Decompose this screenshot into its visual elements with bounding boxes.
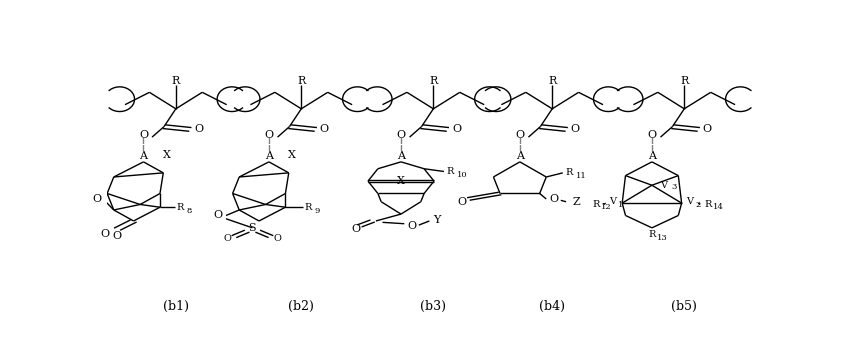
Text: V: V	[609, 197, 616, 206]
Text: R: R	[297, 76, 305, 86]
Text: O: O	[407, 221, 417, 231]
Text: O: O	[139, 130, 148, 140]
Text: Z: Z	[573, 197, 579, 207]
Text: O: O	[550, 194, 559, 204]
Text: R: R	[705, 200, 711, 209]
Text: S: S	[249, 223, 256, 233]
Text: R: R	[172, 76, 180, 86]
Text: 12: 12	[601, 203, 612, 211]
Text: O: O	[194, 125, 204, 135]
Text: O: O	[223, 234, 231, 243]
Text: R: R	[592, 200, 600, 209]
Text: O: O	[458, 197, 466, 207]
Text: 13: 13	[657, 234, 668, 242]
Text: O: O	[515, 130, 525, 140]
Text: R: R	[566, 169, 573, 177]
Text: R: R	[305, 203, 312, 212]
Text: R: R	[446, 167, 454, 176]
Text: O: O	[648, 130, 657, 140]
Text: V: V	[686, 197, 693, 206]
Text: O: O	[703, 125, 712, 135]
Text: 1: 1	[619, 201, 624, 209]
Text: A: A	[397, 151, 405, 161]
Text: 11: 11	[576, 172, 587, 180]
Text: (b5): (b5)	[671, 300, 697, 313]
Text: (b1): (b1)	[163, 300, 189, 313]
Text: 8: 8	[187, 206, 192, 215]
Text: O: O	[273, 234, 281, 243]
Text: V: V	[660, 181, 667, 190]
Text: R: R	[548, 76, 556, 86]
Text: X: X	[397, 176, 405, 186]
Text: R: R	[648, 230, 655, 239]
Text: O: O	[214, 211, 222, 221]
Text: 3: 3	[671, 183, 677, 191]
Text: O: O	[112, 231, 122, 241]
Text: 10: 10	[457, 171, 468, 179]
Text: 2: 2	[695, 201, 700, 209]
Text: O: O	[320, 125, 329, 135]
Text: X: X	[288, 150, 296, 160]
Text: O: O	[452, 125, 461, 135]
Text: R: R	[680, 76, 688, 86]
Text: O: O	[93, 194, 102, 204]
Text: Y: Y	[434, 215, 441, 225]
Text: (b2): (b2)	[288, 300, 314, 313]
Text: O: O	[571, 125, 580, 135]
Text: O: O	[264, 130, 273, 140]
Text: R: R	[176, 203, 183, 212]
Text: R: R	[429, 76, 437, 86]
Text: A: A	[265, 151, 273, 161]
Text: A: A	[140, 151, 147, 161]
Text: X: X	[163, 150, 170, 160]
Text: A: A	[648, 151, 656, 161]
Text: O: O	[352, 224, 360, 234]
Text: 14: 14	[713, 203, 724, 211]
Text: A: A	[515, 151, 524, 161]
Text: O: O	[101, 229, 110, 239]
Text: O: O	[396, 130, 406, 140]
Text: 9: 9	[314, 206, 320, 215]
Text: (b4): (b4)	[539, 300, 565, 313]
Text: (b3): (b3)	[420, 300, 446, 313]
